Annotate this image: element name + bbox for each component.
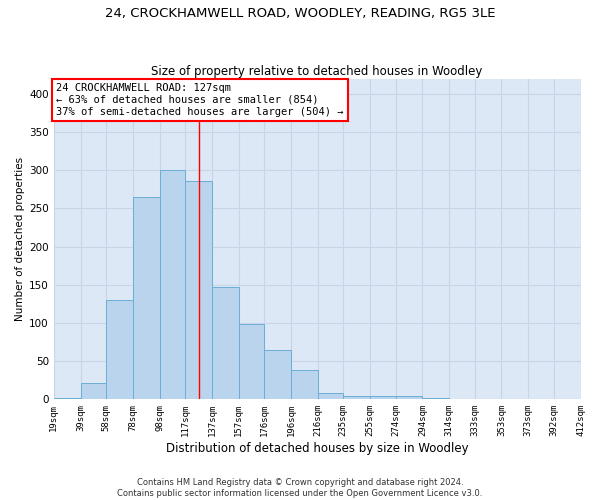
- Bar: [318, 393, 343, 400]
- Text: Contains HM Land Registry data © Crown copyright and database right 2024.
Contai: Contains HM Land Registry data © Crown c…: [118, 478, 482, 498]
- Bar: [160, 170, 185, 400]
- Bar: [370, 396, 395, 400]
- Bar: [264, 350, 291, 400]
- Bar: [528, 398, 554, 400]
- Bar: [343, 396, 370, 400]
- Bar: [291, 370, 318, 400]
- Bar: [422, 398, 449, 400]
- Title: Size of property relative to detached houses in Woodley: Size of property relative to detached ho…: [151, 66, 483, 78]
- Y-axis label: Number of detached properties: Number of detached properties: [15, 157, 25, 321]
- Bar: [395, 396, 422, 400]
- Text: 24, CROCKHAMWELL ROAD, WOODLEY, READING, RG5 3LE: 24, CROCKHAMWELL ROAD, WOODLEY, READING,…: [105, 8, 495, 20]
- Bar: [133, 197, 160, 400]
- Text: 24 CROCKHAMWELL ROAD: 127sqm
← 63% of detached houses are smaller (854)
37% of s: 24 CROCKHAMWELL ROAD: 127sqm ← 63% of de…: [56, 84, 344, 116]
- Bar: [80, 384, 106, 400]
- X-axis label: Distribution of detached houses by size in Woodley: Distribution of detached houses by size …: [166, 442, 469, 455]
- Bar: [106, 300, 133, 400]
- Bar: [185, 181, 212, 400]
- Bar: [239, 324, 264, 400]
- Bar: [212, 287, 239, 400]
- Bar: [54, 398, 80, 400]
